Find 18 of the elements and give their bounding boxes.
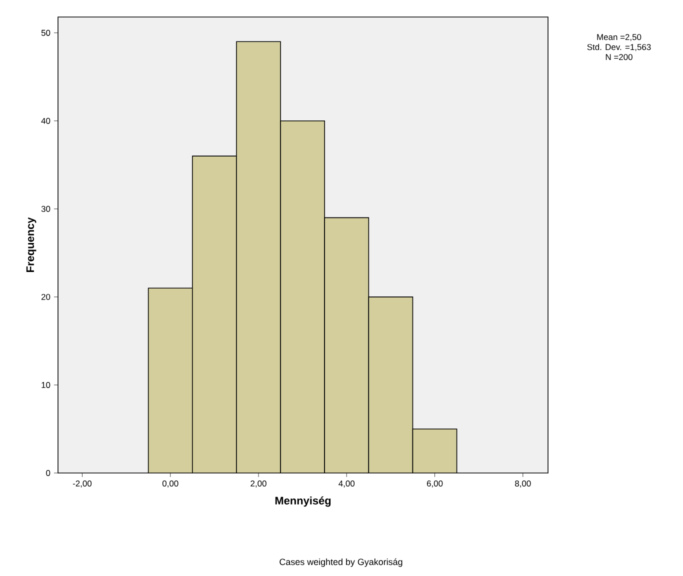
y-tick-label: 20: [41, 294, 50, 300]
x-tick-label: -2,00: [72, 480, 92, 488]
text: Cases weighted by Gyakoriság: [280, 558, 402, 567]
y-tick-label: 0: [46, 470, 50, 476]
x-axis-title: Mennyiség: [275, 496, 331, 507]
x-tick-label: 0,00: [162, 480, 178, 488]
x-tick-label: 2,00: [250, 480, 266, 488]
y-tick-label: 50: [41, 30, 50, 36]
y-tick-label: 10: [42, 382, 50, 388]
text: N =200: [606, 54, 632, 60]
y-axis-title: Frequency: [26, 217, 36, 272]
y-tick-label: 30: [41, 206, 50, 212]
text: Std. Dev. =1,563: [587, 44, 651, 52]
x-tick-label: 4,00: [338, 480, 355, 488]
text: Mean =2,50: [597, 34, 642, 42]
x-tick-label: 6,00: [426, 480, 443, 488]
y-tick-label: 40: [41, 118, 50, 124]
x-tick-label: 8,00: [515, 480, 531, 488]
